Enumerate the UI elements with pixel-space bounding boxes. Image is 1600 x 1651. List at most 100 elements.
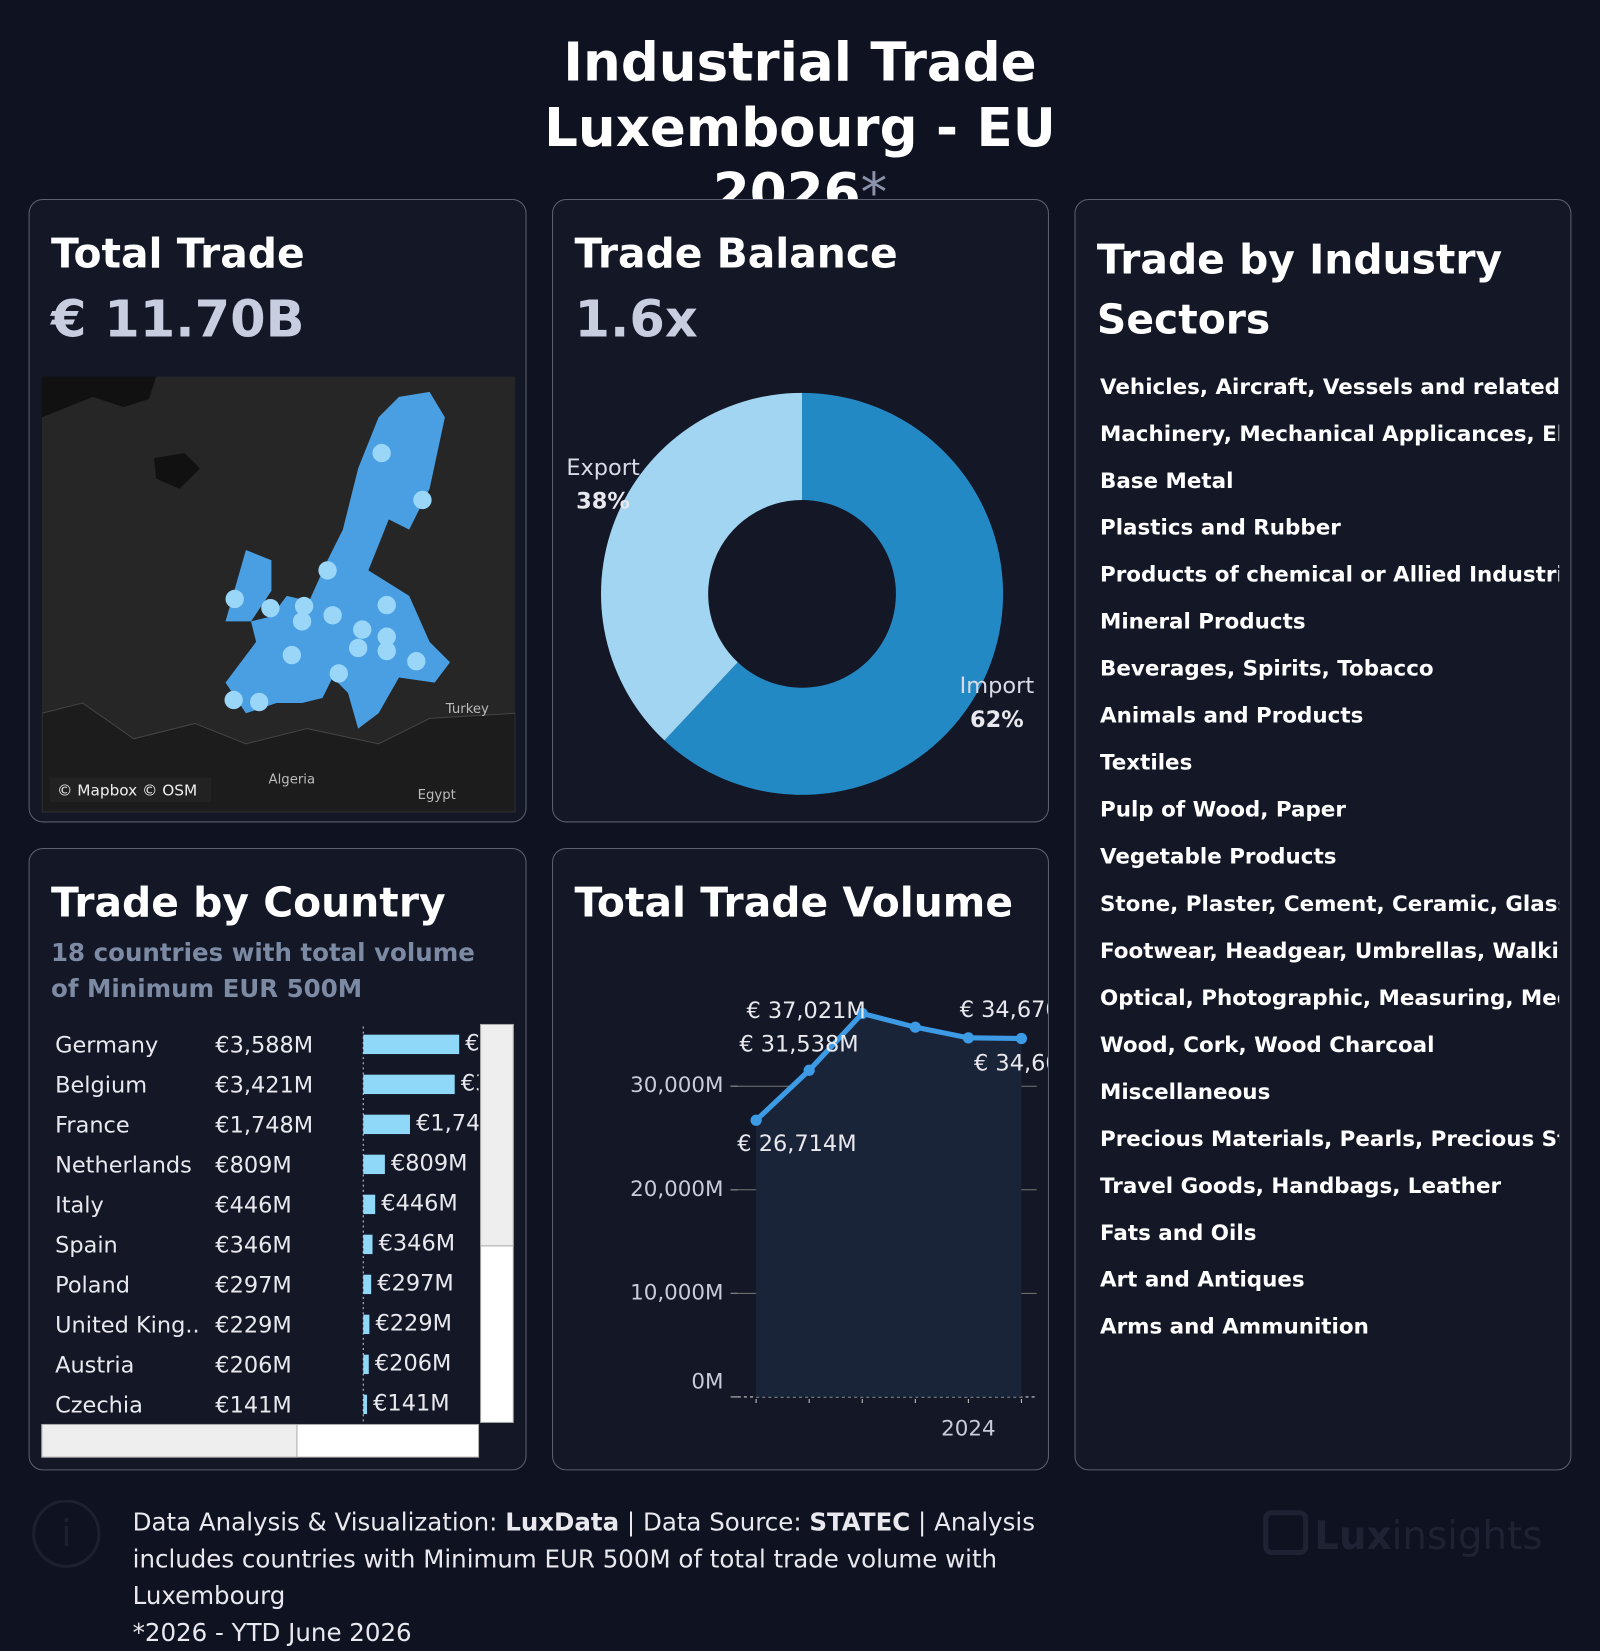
country-name: Germany: [55, 1032, 158, 1058]
country-value: €141M: [215, 1392, 291, 1418]
map-label: Turkey: [445, 702, 489, 717]
footer-text: Data Analysis & Visualization:: [132, 1508, 506, 1537]
map-dot: [249, 692, 269, 712]
country-value: €206M: [215, 1352, 291, 1378]
map-label: Egypt: [418, 788, 456, 803]
country-name: Spain: [55, 1232, 118, 1258]
bar: [363, 1394, 368, 1415]
map-dot: [329, 664, 348, 683]
bar-label: €3,421M: [461, 1070, 526, 1096]
country-name: Austria: [55, 1352, 134, 1378]
donut-slice: [601, 392, 803, 741]
sector-item: Arms and Ammunition: [1099, 1314, 1369, 1339]
sector-item: Travel Goods, Handbags, Leather: [1099, 1173, 1502, 1198]
bar: [363, 1114, 410, 1135]
sector-item: Wood, Cork, Wood Charcoal: [1099, 1032, 1435, 1057]
point: [1015, 1032, 1028, 1045]
point-label: € 37,021M: [746, 998, 865, 1024]
subtitle-line: 18 countries with total volume: [51, 938, 475, 968]
footer-note: *2026 - YTD June 2026: [132, 1618, 412, 1647]
map-island: [154, 453, 200, 489]
sector-item: Textiles: [1099, 750, 1193, 775]
sector-item: Products of chemical or Allied Industri: [1099, 562, 1560, 587]
footer-text: | Data Source:: [619, 1508, 810, 1537]
trade-volume-panel: Total Trade Volume 0M 10,000M 20,000M 30,00…: [552, 847, 1049, 1471]
line-chart: 0M 10,000M 20,000M 30,000M € 26,714M € 31,538…: [630, 997, 1048, 1442]
bar-label: €229M: [376, 1310, 452, 1336]
subtitle-line: of Minimum EUR 500M: [51, 974, 363, 1004]
panel-title: Total Trade Volume: [574, 879, 1014, 927]
bar: [363, 1314, 370, 1335]
slice-label: Export: [566, 455, 640, 481]
country-value: €809M: [215, 1152, 291, 1178]
map-dot: [261, 598, 280, 618]
sector-list: Vehicles, Aircraft, Vessels and related …: [1100, 368, 1559, 1355]
dashboard: Industrial Trade Luxembourg - EU 2026* T…: [28, 33, 1572, 1647]
x-tick-label: 2024: [941, 1417, 995, 1442]
panel-title: Trade by Country: [51, 879, 446, 927]
country-name: Czechia: [55, 1392, 143, 1418]
map: Turkey Algeria Egypt © Mapbox © OSM: [41, 376, 516, 813]
sector-item: Plastics and Rubber: [1099, 515, 1341, 540]
map-dots: [224, 443, 432, 712]
sector-item: Fats and Oils: [1099, 1220, 1257, 1245]
kpi-value: 1.6x: [574, 289, 698, 349]
country-value: €3,421M: [215, 1072, 313, 1098]
bar-label: €1,748M: [416, 1110, 514, 1136]
title-line: Luxembourg - EU: [544, 97, 1056, 160]
point-label: € 31,538M: [739, 1031, 858, 1057]
table-body: Germany €3,588M €3,588M Belgium €3,421M €3,42…: [55, 1026, 526, 1423]
sector-item: Precious Materials, Pearls, Precious Sto: [1099, 1126, 1560, 1151]
bar-label: €206M: [375, 1350, 451, 1376]
y-tick-label: 20,000M: [630, 1177, 723, 1202]
country-name: Italy: [55, 1192, 104, 1218]
point-label: € 26,714M: [737, 1131, 856, 1157]
trade-balance-panel: Trade Balance 1.6x Export 38% Import 62%: [552, 198, 1049, 823]
sector-item: Vegetable Products: [1099, 844, 1337, 869]
map-dot: [318, 561, 337, 580]
map-dot: [353, 620, 372, 639]
bar-label: €346M: [379, 1230, 455, 1256]
y-tick-label: 10,000M: [630, 1280, 723, 1305]
slice-value: 62%: [970, 707, 1024, 733]
line: [754, 1010, 1022, 1123]
kpi-value: € 11.70B: [51, 289, 305, 349]
point: [962, 1032, 974, 1044]
scrollbar-thumb[interactable]: [480, 1023, 514, 1247]
map-dot: [292, 612, 312, 631]
sector-item: Miscellaneous: [1099, 1079, 1271, 1104]
trade-by-country-panel: Trade by Country 18 countries with total…: [28, 847, 527, 1471]
footer-bold: STATEC: [809, 1508, 911, 1537]
point: [750, 1114, 762, 1126]
map-label: Algeria: [269, 773, 316, 788]
logo-text: insights: [1391, 1513, 1543, 1559]
map-dot: [377, 595, 396, 615]
y-tick-label: 0M: [691, 1370, 723, 1395]
map-sea: [41, 376, 157, 418]
panel-title: Trade by Industry Sectors: [1097, 231, 1502, 351]
map-region: [225, 391, 450, 729]
logo-text: Lux: [1314, 1513, 1392, 1559]
map-dot: [323, 606, 342, 625]
title-line: Trade by Industry: [1096, 236, 1503, 284]
y-tick-label: 30,000M: [630, 1073, 723, 1098]
sector-item: Footwear, Headgear, Umbrellas, Walki: [1099, 938, 1559, 963]
sector-item: Stone, Plaster, Cement, Ceramic, Glass: [1099, 891, 1560, 916]
country-name: Poland: [55, 1272, 130, 1298]
scrollbar-thumb[interactable]: [41, 1423, 298, 1458]
donut-slice: [664, 392, 1004, 795]
point: [856, 1007, 868, 1020]
bar-label: €3,588M: [465, 1030, 525, 1056]
map-dot: [224, 690, 243, 710]
bar: [363, 1074, 455, 1095]
logo: Luxinsights: [1263, 1510, 1543, 1559]
panel-title: Total Trade: [51, 230, 305, 278]
bar: [363, 1274, 372, 1295]
sector-item: Vehicles, Aircraft, Vessels and related …: [1099, 374, 1560, 399]
sector-item: Mineral Products: [1099, 609, 1306, 634]
title-line: Sectors: [1096, 296, 1271, 344]
map-dot: [294, 596, 314, 616]
map-dot: [377, 627, 396, 646]
sectors-panel: Trade by Industry Sectors Vehicles, Airc…: [1074, 198, 1572, 1471]
attribution: © Mapbox © OSM: [57, 781, 197, 799]
